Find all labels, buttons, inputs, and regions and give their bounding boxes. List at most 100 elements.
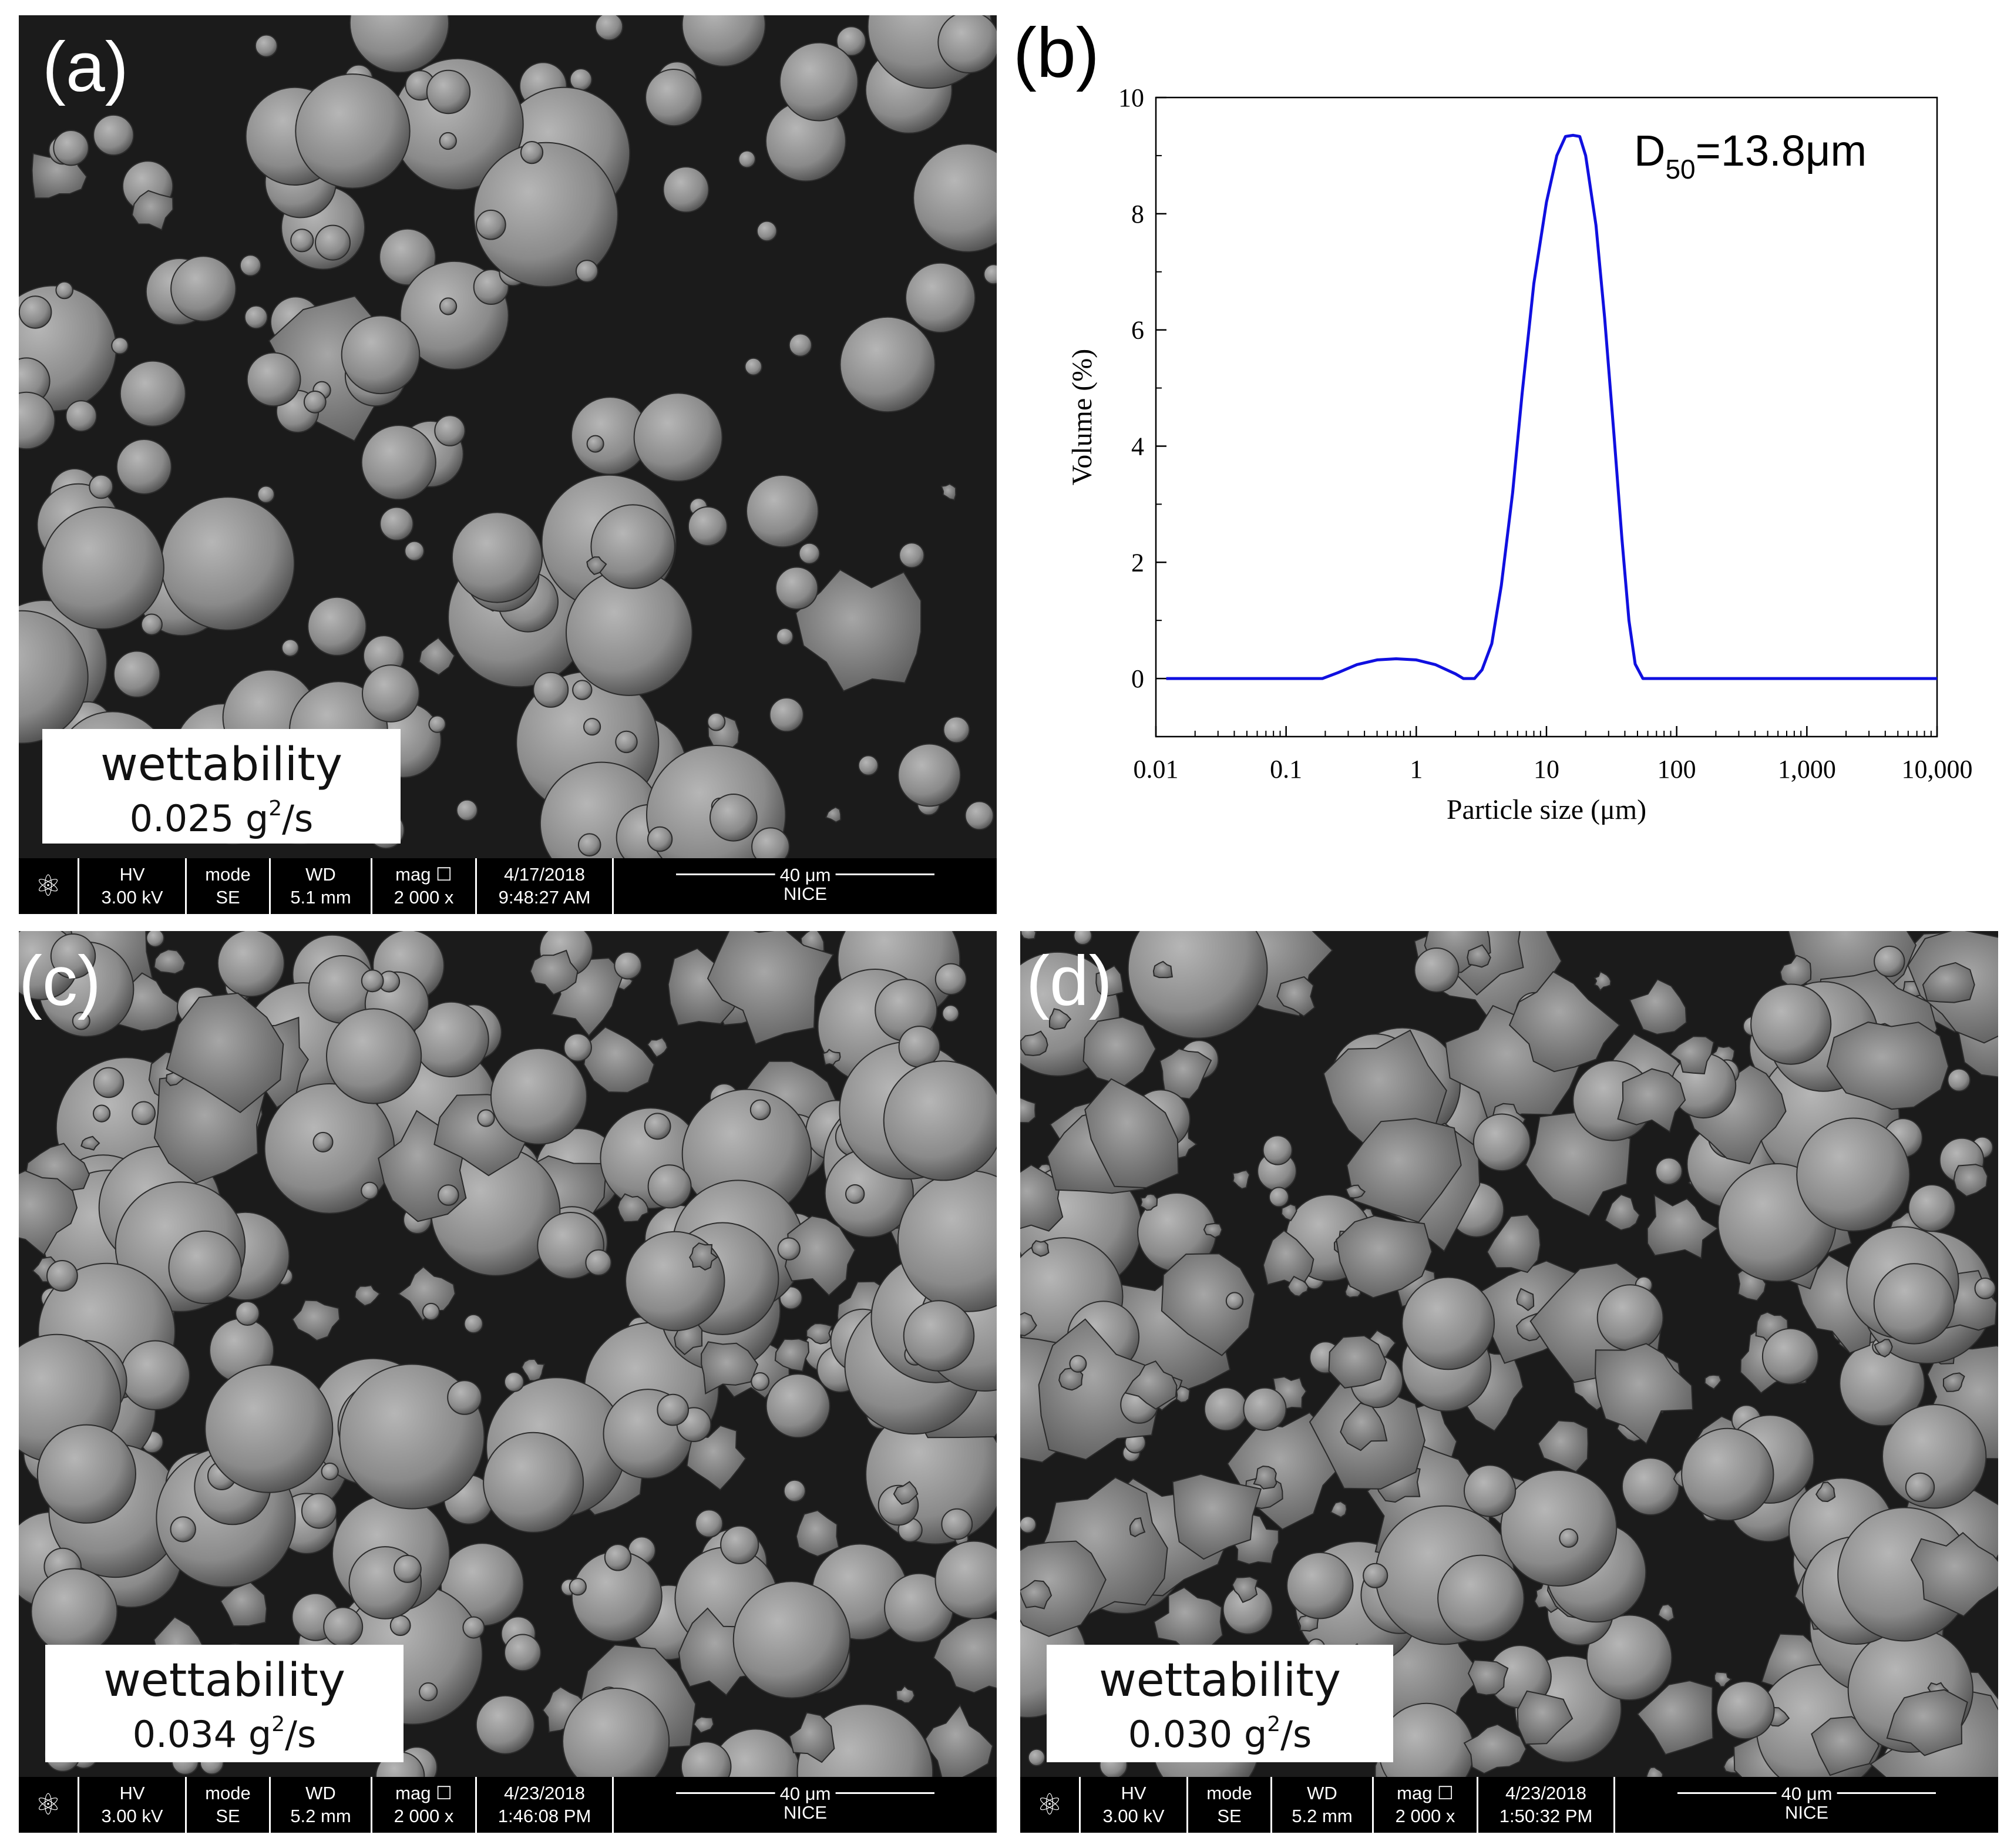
spherical-particle <box>361 1181 379 1200</box>
spherical-particle <box>964 801 994 831</box>
spherical-particle <box>438 1184 459 1206</box>
spherical-particle <box>53 130 89 166</box>
spherical-particle <box>1363 1563 1388 1588</box>
spherical-particle <box>751 1372 770 1391</box>
x-tick-label: 10,000 <box>1902 755 1973 784</box>
irregular-particle <box>647 1037 668 1058</box>
spherical-particle <box>594 15 624 41</box>
irregular-particle <box>1161 1253 1256 1356</box>
spherical-particle <box>765 1373 831 1439</box>
spherical-particle <box>434 415 466 446</box>
irregular-particle <box>397 1266 456 1322</box>
x-tick-label: 1 <box>1410 755 1423 784</box>
spherical-particle <box>583 718 601 736</box>
spherical-particle <box>1908 1184 1956 1232</box>
irregular-particle <box>1886 1689 1968 1756</box>
sem-image-d <box>1020 931 1998 1777</box>
irregular-particle <box>686 1424 747 1491</box>
spherical-particle <box>19 295 52 329</box>
irregular-particle <box>1815 1481 1836 1503</box>
spherical-particle <box>710 794 758 842</box>
spherical-particle <box>899 542 925 569</box>
sem-panel-a: (a) wettability 0.025 g2/s ⚛ HV 3.00 kV m… <box>19 15 997 914</box>
spherical-particle <box>146 931 165 947</box>
spherical-particle <box>89 474 114 499</box>
spherical-particle <box>483 1432 584 1533</box>
spherical-particle <box>1873 1263 1955 1345</box>
spherical-particle <box>1596 1284 1664 1352</box>
spherical-particle <box>903 1300 975 1372</box>
spherical-particle <box>1243 1387 1287 1431</box>
irregular-particle <box>153 949 186 975</box>
spherical-particle <box>295 73 411 189</box>
spherical-particle <box>323 1607 364 1647</box>
mag-cell: mag ☐ 2 000 x <box>372 858 477 914</box>
spherical-particle <box>290 229 314 253</box>
spherical-particle <box>246 352 301 407</box>
hv-cell: HV 3.00 kV <box>1081 1777 1188 1833</box>
spherical-particle <box>140 613 163 636</box>
spherical-particle <box>65 400 97 432</box>
atom-icon: ⚛ <box>19 858 79 914</box>
spherical-particle <box>751 827 790 858</box>
irregular-particle <box>1646 1766 1664 1777</box>
spherical-particle <box>1225 1292 1244 1310</box>
spherical-particle <box>520 141 544 164</box>
spherical-particle <box>839 316 936 413</box>
sem-databar-c: ⚛ HV 3.00 kV mode SE WD 5.2 mm mag ☐ 2 000 x… <box>19 1777 997 1833</box>
x-axis-label: Particle size (μm) <box>1447 794 1646 825</box>
irregular-particle <box>788 1712 835 1763</box>
scale-bar: 40 μm <box>676 1783 934 1806</box>
spherical-particle <box>647 826 673 852</box>
irregular-particle <box>1038 1318 1160 1460</box>
irregular-particle <box>291 1299 341 1342</box>
spherical-particle <box>477 1109 495 1127</box>
wd-cell: WD 5.2 mm <box>1272 1777 1374 1833</box>
spherical-particle <box>1073 931 1092 946</box>
irregular-particle <box>1646 1194 1719 1259</box>
spherical-particle <box>307 596 367 656</box>
spherical-particle <box>93 1067 125 1098</box>
irregular-particle <box>1516 1288 1535 1312</box>
spherical-particle <box>93 114 135 156</box>
irregular-particle <box>1280 1203 1297 1222</box>
spherical-particle <box>473 142 618 287</box>
irregular-particle <box>617 1193 649 1223</box>
spherical-particle <box>257 485 275 503</box>
spherical-particle <box>422 1302 441 1321</box>
irregular-particle <box>1629 978 1687 1035</box>
spherical-particle <box>1286 1552 1354 1619</box>
panel-label-a: (a) <box>42 28 129 106</box>
wettability-label: wettability <box>103 1654 345 1707</box>
spherical-particle <box>749 1099 771 1121</box>
x-tick-label: 100 <box>1657 755 1696 784</box>
datetime-cell: 4/23/2018 1:50:32 PM <box>1478 1777 1615 1833</box>
spherical-particle <box>1500 1470 1618 1587</box>
irregular-particle <box>1874 1339 1893 1358</box>
irregular-particle <box>1095 965 1124 997</box>
y-tick-label: 6 <box>1131 316 1144 345</box>
spherical-particle <box>439 297 458 315</box>
distribution-line <box>1166 133 1937 680</box>
spherical-particle <box>1655 1157 1683 1185</box>
y-tick-label: 10 <box>1118 83 1144 112</box>
spherical-particle <box>1472 1113 1531 1172</box>
scale-cell: 40 μm NICE <box>614 858 997 914</box>
spherical-particle <box>394 1554 422 1583</box>
irregular-particle <box>1031 1240 1050 1257</box>
spherical-particle <box>898 1026 941 1068</box>
spherical-particle <box>119 360 186 427</box>
spherical-particle <box>315 224 351 261</box>
mode-cell: mode SE <box>187 858 271 914</box>
irregular-particle <box>1203 1222 1223 1239</box>
spherical-particle <box>681 15 766 67</box>
irregular-particle <box>1253 1465 1277 1490</box>
spherical-particle <box>447 1380 482 1415</box>
spherical-particle <box>19 610 89 744</box>
spherical-particle <box>942 1004 960 1023</box>
atom-icon: ⚛ <box>1020 1777 1081 1833</box>
mag-cell: mag ☐ 2 000 x <box>1374 1777 1478 1833</box>
irregular-particle <box>1517 1690 1573 1745</box>
irregular-particle <box>521 1358 546 1382</box>
wettability-value: 0.034 g2/s <box>132 1712 317 1756</box>
